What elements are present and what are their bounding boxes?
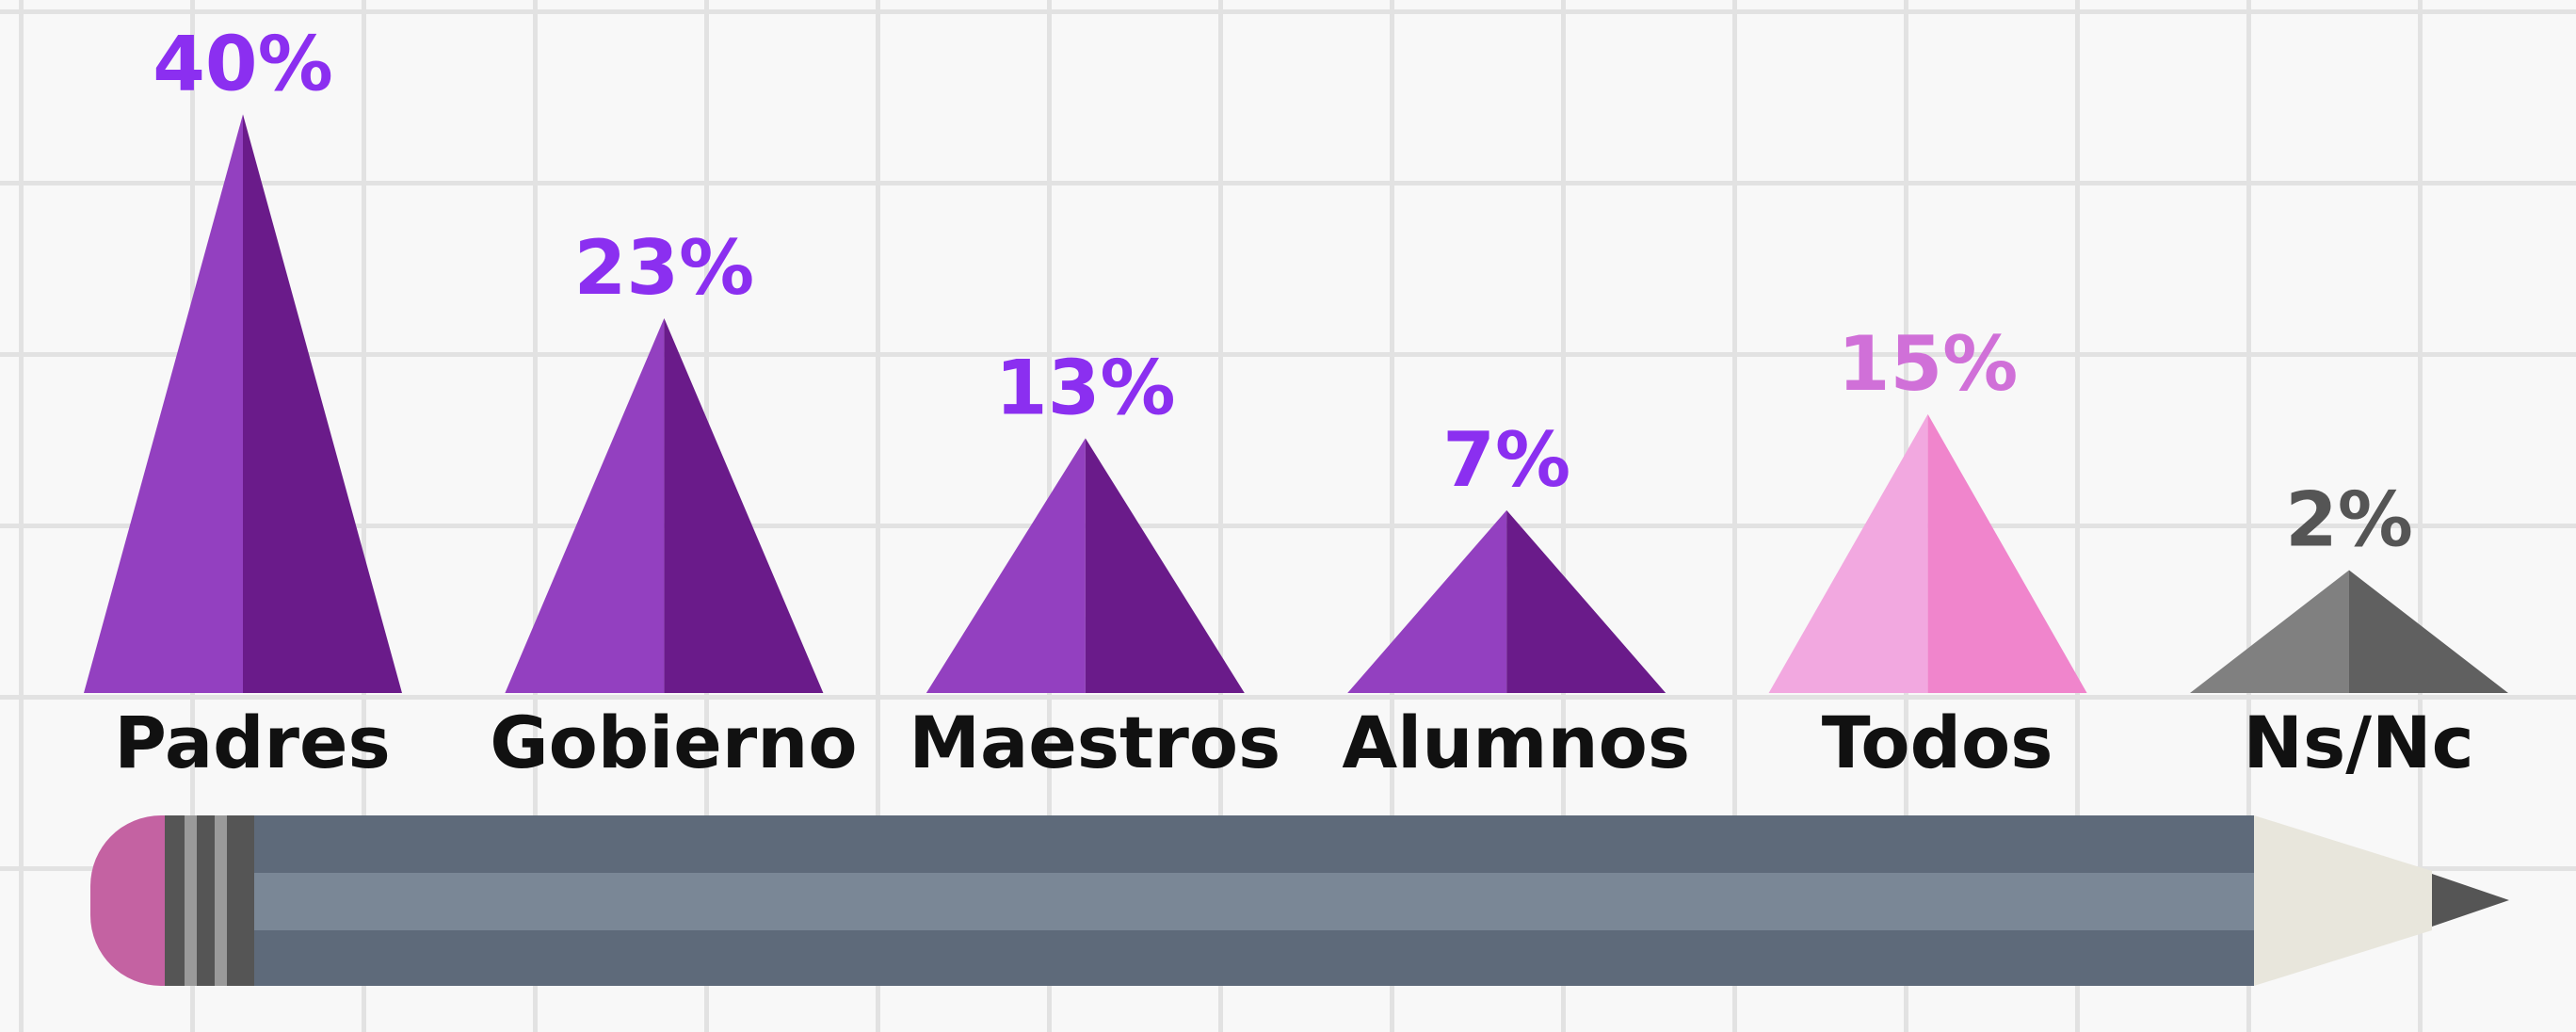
value-label: 23% bbox=[574, 224, 754, 312]
value-label: 40% bbox=[153, 20, 332, 107]
triangle-left bbox=[1347, 510, 1506, 693]
page: 40% Padres 23% Gobierno 13% Maestros 7% Alumnos… bbox=[0, 0, 2576, 1032]
triangle-left bbox=[2190, 571, 2349, 693]
pencil-body bbox=[165, 930, 2254, 986]
category-label: Maestros bbox=[909, 701, 1280, 784]
triangle-right bbox=[2349, 571, 2508, 693]
chart: 40% Padres 23% Gobierno 13% Maestros 7% Alumnos… bbox=[0, 0, 2576, 1032]
triangle-right bbox=[1506, 510, 1666, 693]
category-label: Ns/Nc bbox=[2243, 701, 2473, 784]
category-label: Todos bbox=[1822, 701, 2053, 784]
value-label: 7% bbox=[1442, 416, 1570, 504]
pencil-body bbox=[165, 815, 2254, 873]
category-label: Alumnos bbox=[1342, 701, 1690, 784]
ferrule-stripe bbox=[185, 815, 197, 986]
triangle-right bbox=[243, 114, 402, 693]
value-label: 15% bbox=[1838, 320, 2018, 408]
value-label: 13% bbox=[995, 344, 1175, 431]
value-label: 2% bbox=[2285, 476, 2413, 563]
triangle-right bbox=[664, 318, 823, 693]
pencil-tip bbox=[2254, 815, 2432, 986]
triangle-left bbox=[505, 318, 664, 693]
category-label: Padres bbox=[114, 701, 391, 784]
triangle-right bbox=[1086, 438, 1245, 693]
pencil-lead bbox=[2432, 874, 2509, 927]
triangle-left bbox=[1769, 414, 1928, 693]
triangle-right bbox=[1928, 414, 2087, 693]
triangle-left bbox=[926, 438, 1086, 693]
ferrule-stripe bbox=[215, 815, 227, 986]
pencil-body bbox=[165, 873, 2254, 930]
ferrule bbox=[165, 815, 254, 986]
pencil bbox=[90, 815, 2509, 986]
triangle-left bbox=[84, 114, 243, 693]
category-label: Gobierno bbox=[490, 701, 857, 784]
